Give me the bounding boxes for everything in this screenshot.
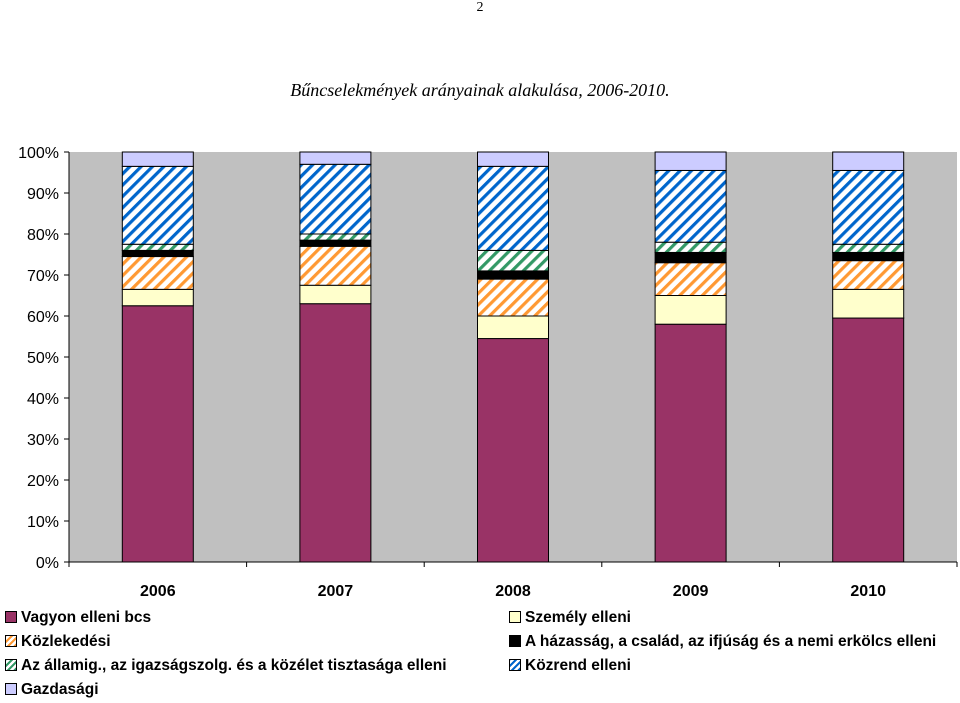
y-tick-label: 90% xyxy=(27,186,59,203)
bar-az-allamig-az-igazsagszolg-es-a-kozelet-tisztasaga-elleni-2008 xyxy=(477,249,549,272)
legend-swatch xyxy=(509,635,521,647)
bar-gazdasagi-2007 xyxy=(299,151,372,165)
bar-gazdasagi-2010 xyxy=(832,151,905,171)
legend-label: Gazdasági xyxy=(21,681,99,698)
bar-szemely-elleni-2009 xyxy=(654,295,727,325)
bar-a-hazassag-a-csalad-az-ifjusag-es-a-nemi-erkolcs-elleni-2008 xyxy=(477,270,549,280)
y-tick-label: 10% xyxy=(27,514,59,531)
y-tick-label: 0% xyxy=(36,555,59,572)
x-tick-label: 2008 xyxy=(495,583,531,600)
bar-szemely-elleni-2008 xyxy=(477,315,549,340)
legend-swatch xyxy=(509,659,521,671)
chart-title: Bűncselekmények arányainak alakulása, 20… xyxy=(290,80,670,100)
y-tick-label: 70% xyxy=(27,268,59,285)
bar-az-allamig-az-igazsagszolg-es-a-kozelet-tisztasaga-elleni-2009 xyxy=(654,241,727,253)
bar-vagyon-elleni-bcs-2008 xyxy=(477,338,549,563)
bar-kozrend-elleni-2007 xyxy=(299,163,372,235)
y-tick-label: 60% xyxy=(27,309,59,326)
bar-a-hazassag-a-csalad-az-ifjusag-es-a-nemi-erkolcs-elleni-2007 xyxy=(299,239,372,247)
y-tick-label: 50% xyxy=(27,350,59,367)
bar-gazdasagi-2006 xyxy=(121,151,194,167)
bar-kozlekedesi-2006 xyxy=(121,256,194,290)
bar-gazdasagi-2008 xyxy=(477,151,549,167)
legend-label: A házasság, a család, az ifjúság és a ne… xyxy=(525,633,937,650)
bar-az-allamig-az-igazsagszolg-es-a-kozelet-tisztasaga-elleni-2010 xyxy=(832,243,905,253)
legend-swatch xyxy=(5,659,17,671)
legend-item-az-allamig-az-igazsagszolg-es-a-kozelet-tisztasaga-elleni: Az államig., az igazságszolg. és a közél… xyxy=(5,657,447,675)
bar-szemely-elleni-2006 xyxy=(121,288,194,307)
legend-item-a-hazassag-a-csalad-az-ifjusag-es-a-nemi-erkolcs-elleni: A házasság, a család, az ifjúság és a ne… xyxy=(509,633,936,651)
bar-vagyon-elleni-bcs-2009 xyxy=(654,323,727,563)
legend-swatch xyxy=(509,611,521,623)
bar-vagyon-elleni-bcs-2006 xyxy=(121,305,194,563)
legend-swatch xyxy=(5,611,17,623)
legend-item-kozlekedesi: Közlekedési xyxy=(5,633,111,651)
y-tick-label: 30% xyxy=(27,432,59,449)
legend-label: Az államig., az igazságszolg. és a közél… xyxy=(21,657,447,674)
bar-az-allamig-az-igazsagszolg-es-a-kozelet-tisztasaga-elleni-2006 xyxy=(121,243,194,251)
bar-szemely-elleni-2010 xyxy=(832,288,905,319)
bar-a-hazassag-a-csalad-az-ifjusag-es-a-nemi-erkolcs-elleni-2010 xyxy=(832,251,905,262)
legend-item-kozrend-elleni: Közrend elleni xyxy=(509,657,631,675)
bar-gazdasagi-2009 xyxy=(654,151,727,171)
bar-vagyon-elleni-bcs-2007 xyxy=(299,303,372,563)
bar-kozlekedesi-2007 xyxy=(299,245,372,286)
bar-vagyon-elleni-bcs-2010 xyxy=(832,317,905,563)
legend-label: Közlekedési xyxy=(21,633,111,650)
bar-a-hazassag-a-csalad-az-ifjusag-es-a-nemi-erkolcs-elleni-2009 xyxy=(654,251,727,264)
bar-kozlekedesi-2008 xyxy=(477,278,549,317)
bar-a-hazassag-a-csalad-az-ifjusag-es-a-nemi-erkolcs-elleni-2006 xyxy=(121,249,194,258)
legend-item-vagyon-elleni-bcs: Vagyon elleni bcs xyxy=(5,609,151,627)
x-tick-label: 2010 xyxy=(850,583,886,600)
bar-kozrend-elleni-2008 xyxy=(477,165,549,251)
legend-label: Közrend elleni xyxy=(525,657,631,674)
legend-item-gazdasagi: Gazdasági xyxy=(5,681,99,699)
page-number: 2 xyxy=(476,0,484,15)
legend-label: Személy elleni xyxy=(525,609,631,626)
x-tick-label: 2009 xyxy=(673,583,709,600)
y-tick-label: 20% xyxy=(27,473,59,490)
y-tick-label: 40% xyxy=(27,391,59,408)
legend-label: Vagyon elleni bcs xyxy=(21,609,152,626)
bar-szemely-elleni-2007 xyxy=(299,284,372,305)
bar-kozlekedesi-2009 xyxy=(654,262,727,297)
y-tick-label: 100% xyxy=(18,145,59,162)
legend-item-szemely-elleni: Személy elleni xyxy=(509,609,631,627)
legend-swatch xyxy=(5,635,17,647)
legend-swatch xyxy=(5,683,17,695)
y-tick-label: 80% xyxy=(27,227,59,244)
bar-kozrend-elleni-2010 xyxy=(832,169,905,245)
bar-az-allamig-az-igazsagszolg-es-a-kozelet-tisztasaga-elleni-2007 xyxy=(299,233,372,241)
x-tick-label: 2007 xyxy=(318,583,354,600)
bar-kozrend-elleni-2009 xyxy=(654,169,727,243)
bar-kozrend-elleni-2006 xyxy=(121,165,194,245)
x-tick-label: 2006 xyxy=(140,583,176,600)
bar-kozlekedesi-2010 xyxy=(832,260,905,290)
